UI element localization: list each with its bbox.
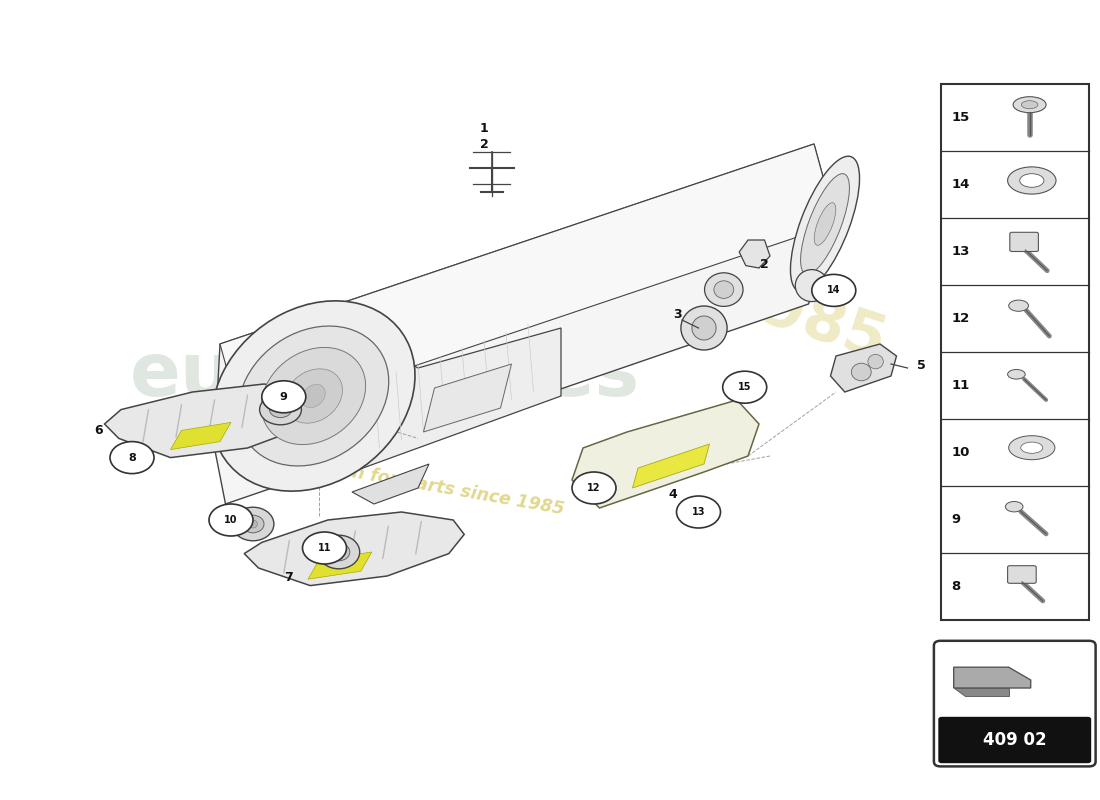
Text: 13: 13	[692, 507, 705, 517]
Ellipse shape	[1021, 101, 1037, 109]
Ellipse shape	[714, 281, 734, 298]
Text: 8: 8	[952, 580, 960, 593]
Ellipse shape	[1021, 442, 1043, 454]
Ellipse shape	[795, 270, 828, 302]
Ellipse shape	[801, 174, 849, 274]
Ellipse shape	[334, 548, 343, 556]
Ellipse shape	[262, 347, 365, 445]
Ellipse shape	[232, 507, 274, 541]
Text: 2: 2	[480, 138, 488, 150]
Ellipse shape	[212, 301, 415, 491]
Ellipse shape	[1005, 502, 1023, 512]
Polygon shape	[104, 384, 324, 458]
Text: 5: 5	[917, 359, 926, 372]
Text: 11: 11	[318, 543, 331, 553]
Polygon shape	[830, 344, 896, 392]
Circle shape	[723, 371, 767, 403]
Ellipse shape	[318, 535, 360, 569]
Text: 14: 14	[827, 286, 840, 295]
Ellipse shape	[1009, 300, 1028, 311]
Circle shape	[209, 504, 253, 536]
Ellipse shape	[692, 316, 716, 340]
Text: 14: 14	[952, 178, 970, 191]
FancyBboxPatch shape	[1008, 566, 1036, 583]
Text: 12: 12	[952, 312, 970, 325]
Text: 6: 6	[95, 424, 103, 437]
Ellipse shape	[285, 369, 342, 423]
Ellipse shape	[868, 354, 883, 369]
Ellipse shape	[1013, 97, 1046, 113]
Circle shape	[676, 496, 720, 528]
Text: eurospartes: eurospartes	[130, 339, 640, 413]
Text: 12: 12	[587, 483, 601, 493]
Text: 7: 7	[284, 571, 293, 584]
Polygon shape	[632, 444, 710, 488]
Ellipse shape	[249, 520, 257, 528]
Circle shape	[812, 274, 856, 306]
Ellipse shape	[814, 202, 836, 246]
Ellipse shape	[301, 384, 326, 408]
Ellipse shape	[270, 402, 292, 418]
Text: 3: 3	[673, 308, 682, 321]
Text: 11: 11	[952, 379, 970, 392]
Text: 10: 10	[224, 515, 238, 525]
Polygon shape	[352, 464, 429, 504]
Text: 409 02: 409 02	[983, 731, 1046, 749]
Ellipse shape	[1008, 370, 1025, 379]
Circle shape	[262, 381, 306, 413]
Polygon shape	[424, 364, 512, 432]
Text: 15: 15	[952, 111, 970, 124]
Polygon shape	[220, 144, 836, 424]
Text: 2: 2	[760, 258, 769, 270]
Ellipse shape	[1009, 436, 1055, 460]
Text: 10: 10	[952, 446, 970, 459]
Polygon shape	[739, 240, 770, 268]
Ellipse shape	[328, 543, 350, 561]
Polygon shape	[572, 400, 759, 508]
Ellipse shape	[1008, 167, 1056, 194]
Circle shape	[572, 472, 616, 504]
Text: 1: 1	[480, 122, 488, 134]
Polygon shape	[244, 512, 464, 586]
Text: 9: 9	[279, 392, 288, 402]
FancyBboxPatch shape	[1010, 232, 1038, 251]
Text: 13: 13	[952, 245, 970, 258]
Ellipse shape	[260, 394, 301, 425]
Ellipse shape	[239, 326, 388, 466]
Polygon shape	[308, 552, 372, 579]
Text: 4: 4	[669, 488, 678, 501]
Circle shape	[302, 532, 346, 564]
FancyBboxPatch shape	[940, 84, 1089, 620]
Polygon shape	[308, 304, 561, 488]
Text: a passion for parts since 1985: a passion for parts since 1985	[271, 450, 565, 518]
Polygon shape	[214, 144, 836, 504]
Text: 1985: 1985	[713, 266, 893, 374]
Polygon shape	[954, 667, 1031, 688]
Polygon shape	[954, 688, 1009, 696]
Polygon shape	[170, 422, 231, 450]
Ellipse shape	[1020, 174, 1044, 187]
Ellipse shape	[681, 306, 727, 350]
Text: 8: 8	[128, 453, 136, 462]
Ellipse shape	[705, 273, 744, 306]
Ellipse shape	[791, 156, 859, 292]
FancyBboxPatch shape	[938, 717, 1091, 763]
Text: 15: 15	[738, 382, 751, 392]
Ellipse shape	[851, 363, 871, 381]
Text: 9: 9	[952, 513, 960, 526]
Circle shape	[110, 442, 154, 474]
FancyBboxPatch shape	[934, 641, 1096, 766]
Ellipse shape	[242, 515, 264, 533]
